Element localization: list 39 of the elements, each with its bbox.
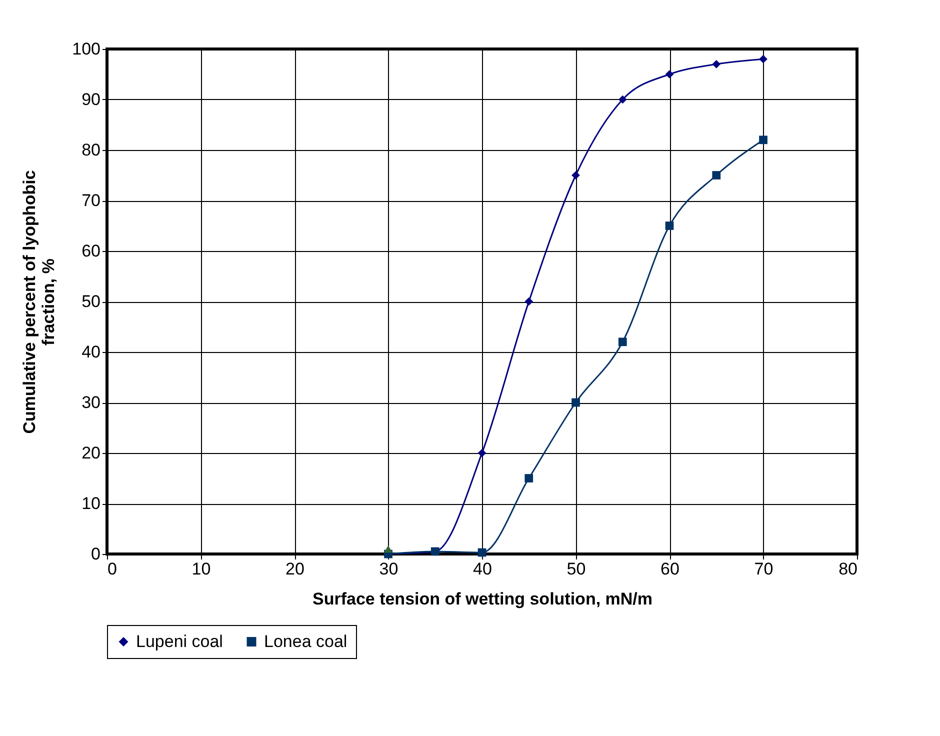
y-tick-label: 50 xyxy=(82,292,100,311)
point xyxy=(524,474,534,482)
point xyxy=(618,95,627,104)
x-axis-title: Surface tension of wetting solution, mN/m xyxy=(312,590,653,608)
x-tick-label: 60 xyxy=(660,560,680,578)
point xyxy=(384,545,392,553)
y-tick-label: 70 xyxy=(82,191,100,210)
x-tick-label: 70 xyxy=(754,560,774,578)
y-tick-label: 40 xyxy=(82,342,100,362)
point xyxy=(524,297,534,306)
y-tick-label: 0 xyxy=(91,544,100,564)
point xyxy=(665,70,674,78)
legend-label: Lupeni coal xyxy=(136,632,223,651)
point xyxy=(759,136,768,144)
y-axis-title: Cumulative percent of lyophobic fraction, % xyxy=(20,170,58,434)
point xyxy=(665,222,674,230)
legend-label: Lonea coal xyxy=(264,632,348,651)
x-tick-label: 20 xyxy=(286,560,304,578)
x-tick-label: 30 xyxy=(379,560,398,578)
x-tick-label: 10 xyxy=(192,560,211,578)
x-tick-label: 80 xyxy=(838,560,858,578)
point xyxy=(712,60,721,68)
x-tick-label: 0 xyxy=(108,560,117,578)
point xyxy=(712,171,721,180)
y-tick-label: 100 xyxy=(72,40,100,58)
y-tick-label: 60 xyxy=(82,242,100,260)
x-tick-label: 40 xyxy=(473,560,492,578)
y-tick-label: 20 xyxy=(82,444,100,462)
y-tick-label: 30 xyxy=(82,393,100,412)
point xyxy=(618,338,627,346)
point xyxy=(759,54,768,64)
point xyxy=(572,171,580,180)
point xyxy=(572,398,580,407)
y-tick-label: 90 xyxy=(82,90,100,109)
y-tick-label: 80 xyxy=(82,140,100,160)
x-tick-label: 50 xyxy=(566,560,586,578)
point xyxy=(478,548,486,557)
y-tick-label: 10 xyxy=(82,494,100,513)
point xyxy=(478,448,486,458)
